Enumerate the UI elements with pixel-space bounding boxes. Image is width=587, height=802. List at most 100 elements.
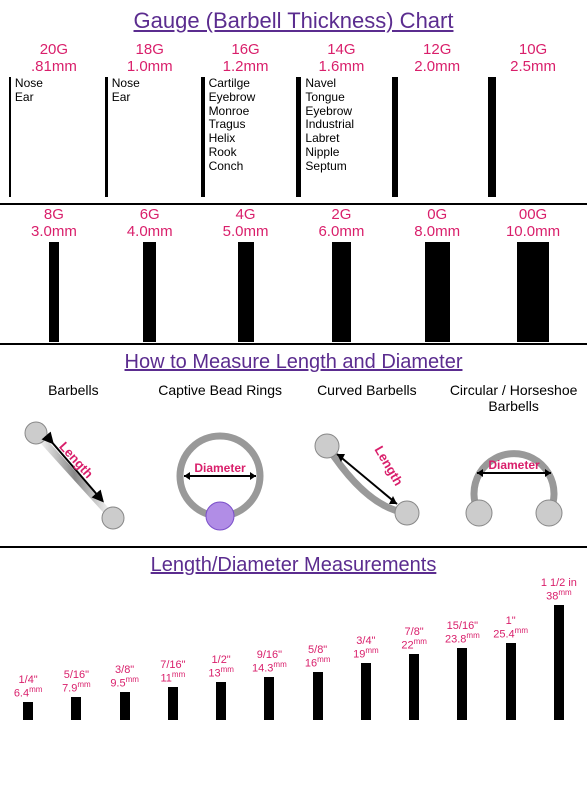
ld-label: 1"25.4mm xyxy=(493,615,528,641)
gauge-col: 00G10.0mm xyxy=(488,207,578,342)
gauge-col: 4G5.0mm xyxy=(201,207,291,342)
gauge-bar xyxy=(296,77,301,197)
gauge-col: 10G2.5mm xyxy=(488,42,578,197)
svg-text:Diameter: Diameter xyxy=(488,458,540,472)
measure-row: Barbells Length Captive Bead Rings Diame… xyxy=(0,378,587,548)
ld-label: 5/16"7.9mm xyxy=(62,669,91,695)
ld-col: 3/8"9.5mm xyxy=(103,664,147,720)
svg-text:Diameter: Diameter xyxy=(194,461,246,475)
measure-illustration: Diameter xyxy=(160,418,280,543)
ld-bar xyxy=(71,697,81,720)
bar-wrap: NoseEar xyxy=(9,77,43,197)
gauge-bar xyxy=(517,242,549,342)
gauge-row-bottom: 8G3.0mm 6G4.0mm 4G5.0mm 2G6.0mm 0G8.0mm00G10… xyxy=(0,205,587,345)
gauge-col: 0G8.0mm xyxy=(392,207,482,342)
gauge-col: 2G6.0mm xyxy=(296,207,386,342)
gauge-col: 14G1.6mmNavelTongueEyebrowIndustrialLabr… xyxy=(296,42,386,197)
curved-icon: Length xyxy=(307,418,427,538)
bar-wrap: NavelTongueEyebrowIndustrialLabretNipple… xyxy=(296,77,354,197)
measure-type-title: Circular / Horseshoe Barbells xyxy=(444,382,584,414)
measure-col: Curved Barbells Length xyxy=(297,382,437,543)
gauge-bar xyxy=(201,77,205,197)
gauge-label: 10G2.5mm xyxy=(510,42,556,75)
ld-col: 9/16"14.3mm xyxy=(247,649,291,720)
ld-bar xyxy=(23,702,33,720)
gauge-label: 2G6.0mm xyxy=(318,207,364,240)
ld-col: 1/2"13mm xyxy=(199,654,243,720)
gauge-label: 6G4.0mm xyxy=(127,207,173,240)
gauge-bar xyxy=(392,77,398,197)
gauge-col: 12G2.0mm xyxy=(392,42,482,197)
measure-col: Circular / Horseshoe Barbells Diameter xyxy=(444,382,584,543)
gauge-label: 18G1.0mm xyxy=(127,42,173,75)
measure-illustration: Length xyxy=(18,418,128,543)
measure-illustration: Diameter xyxy=(449,418,579,543)
ld-label: 7/8"22mm xyxy=(401,626,427,652)
ld-col: 15/16"23.8mm xyxy=(440,620,484,720)
gauge-label: 14G1.6mm xyxy=(318,42,364,75)
gauge-parts: NoseEar xyxy=(112,77,140,105)
ld-col: 5/8"16mm xyxy=(296,644,340,720)
gauge-bar xyxy=(425,242,450,342)
ld-label: 7/16"11mm xyxy=(160,659,185,685)
gauge-col: 6G4.0mm xyxy=(105,207,195,342)
measure-col: Barbells Length xyxy=(3,382,143,543)
ld-bar xyxy=(409,654,419,720)
gauge-row-top: 20G.81mmNoseEar18G1.0mmNoseEar16G1.2mmCa… xyxy=(0,40,587,205)
ld-bar xyxy=(506,643,516,720)
ld-label: 15/16"23.8mm xyxy=(445,620,480,646)
svg-text:Length: Length xyxy=(371,443,406,488)
ld-col: 1 1/2 in38mm xyxy=(537,577,581,720)
gauge-bar xyxy=(9,77,11,197)
ld-label: 1/4"6.4mm xyxy=(14,674,43,700)
gauge-label: 12G2.0mm xyxy=(414,42,460,75)
measure-col: Captive Bead Rings Diameter xyxy=(150,382,290,543)
ld-col: 5/16"7.9mm xyxy=(54,669,98,720)
ring-icon: Diameter xyxy=(160,418,280,538)
ld-col: 1/4"6.4mm xyxy=(6,674,50,720)
ld-col: 7/8"22mm xyxy=(392,626,436,720)
gauge-label: 8G3.0mm xyxy=(31,207,77,240)
bar-wrap xyxy=(392,77,398,197)
ld-label: 9/16"14.3mm xyxy=(252,649,287,675)
gauge-col: 20G.81mmNoseEar xyxy=(9,42,99,197)
gauge-bar xyxy=(49,242,59,342)
ld-bar xyxy=(264,677,274,720)
measure-type-title: Captive Bead Rings xyxy=(158,382,282,414)
measure-title: How to Measure Length and Diameter xyxy=(0,351,587,374)
ld-label: 3/4"19mm xyxy=(353,635,379,661)
gauge-bar xyxy=(105,77,108,197)
gauge-col: 18G1.0mmNoseEar xyxy=(105,42,195,197)
gauge-bar xyxy=(238,242,254,342)
ld-bar xyxy=(361,663,371,720)
measure-illustration: Length xyxy=(307,418,427,543)
ld-col: 7/16"11mm xyxy=(151,659,195,720)
ld-bar xyxy=(457,648,467,720)
gauge-parts: NoseEar xyxy=(15,77,43,105)
measure-type-title: Curved Barbells xyxy=(317,382,417,414)
ld-col: 1"25.4mm xyxy=(489,615,533,720)
gauge-bar xyxy=(143,242,156,342)
gauge-chart-title: Gauge (Barbell Thickness) Chart xyxy=(0,8,587,34)
gauge-bar xyxy=(332,242,351,342)
ld-col: 3/4"19mm xyxy=(344,635,388,720)
ld-bar xyxy=(216,682,226,720)
bar-wrap xyxy=(488,77,496,197)
bar-wrap: NoseEar xyxy=(105,77,140,197)
gauge-label: 4G5.0mm xyxy=(223,207,269,240)
gauge-parts: NavelTongueEyebrowIndustrialLabretNipple… xyxy=(305,77,354,174)
gauge-parts: CartilgeEyebrowMonroeTragusHelixRookConc… xyxy=(209,77,256,174)
ld-bar xyxy=(168,687,178,720)
ld-label: 3/8"9.5mm xyxy=(110,664,139,690)
gauge-col: 16G1.2mmCartilgeEyebrowMonroeTragusHelix… xyxy=(201,42,291,197)
gauge-label: 20G.81mm xyxy=(31,42,77,75)
ld-title: Length/Diameter Measurements xyxy=(0,554,587,577)
ld-section: Length/Diameter Measurements 1/4"6.4mm 5/… xyxy=(0,554,587,724)
ld-label: 1/2"13mm xyxy=(208,654,234,680)
gauge-col: 8G3.0mm xyxy=(9,207,99,342)
ld-row: 1/4"6.4mm 5/16"7.9mm 3/8"9.5mm 7/16"11mm 1/2… xyxy=(4,577,583,720)
ld-bar xyxy=(313,672,323,720)
measure-type-title: Barbells xyxy=(48,382,99,414)
ld-label: 1 1/2 in38mm xyxy=(541,577,577,603)
ld-bar xyxy=(554,605,564,720)
